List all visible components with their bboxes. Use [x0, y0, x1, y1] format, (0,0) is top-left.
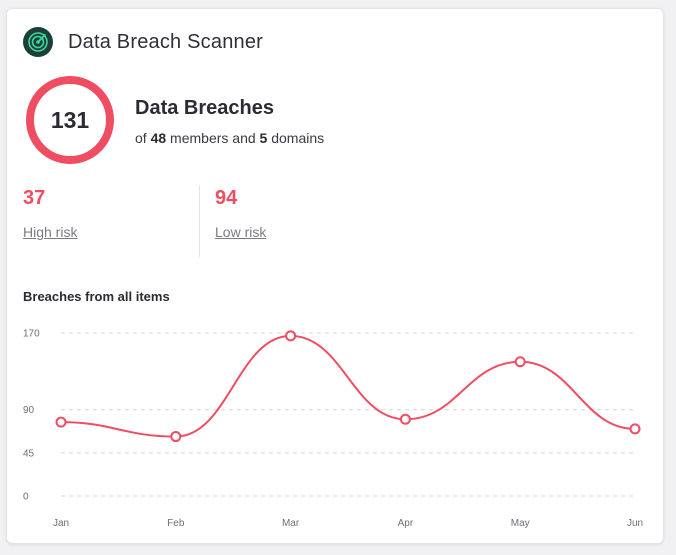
- x-tick-label: Jan: [53, 518, 69, 529]
- summary-mid: members and: [170, 130, 256, 146]
- summary-subtitle: of 48 members and 5 domains: [135, 130, 324, 146]
- x-tick-label: Jun: [627, 518, 643, 529]
- data-point-jun[interactable]: [629, 423, 641, 435]
- chart-title: Breaches from all items: [23, 289, 170, 304]
- breach-total: 131: [50, 106, 90, 133]
- x-tick-label: Mar: [282, 518, 300, 529]
- data-point-jan[interactable]: [55, 416, 67, 428]
- summary-prefix: of: [135, 130, 147, 146]
- radar-icon: [23, 27, 53, 57]
- breaches-series-line: [60, 334, 636, 438]
- high-risk-link[interactable]: High risk: [23, 224, 78, 240]
- x-tick-label: Apr: [398, 518, 414, 529]
- x-tick-label: May: [511, 518, 530, 529]
- summary-suffix: domains: [271, 130, 325, 146]
- low-risk-value: 94: [215, 187, 238, 209]
- data-point-apr[interactable]: [399, 413, 411, 425]
- y-tick-label: 90: [23, 405, 35, 416]
- y-tick-label: 0: [23, 492, 29, 503]
- low-risk-link[interactable]: Low risk: [215, 224, 267, 240]
- breach-count-ring: 131: [25, 75, 115, 165]
- data-breach-card: Data Breach Scanner 131 Data Breaches of…: [6, 8, 664, 544]
- data-point-feb[interactable]: [170, 431, 182, 443]
- members-count: 48: [150, 130, 167, 146]
- low-risk-stat: 94 Low risk: [215, 187, 266, 240]
- card-header: Data Breach Scanner: [23, 27, 263, 57]
- card-title: Data Breach Scanner: [68, 30, 264, 53]
- domains-count: 5: [259, 130, 268, 146]
- x-tick-label: Feb: [167, 518, 185, 529]
- y-tick-label: 170: [23, 329, 40, 340]
- y-tick-label: 45: [23, 448, 35, 459]
- high-risk-value: 37: [23, 187, 46, 209]
- summary-title: Data Breaches: [135, 97, 274, 119]
- high-risk-stat: 37 High risk: [23, 187, 77, 240]
- data-point-may[interactable]: [514, 356, 526, 368]
- data-point-mar[interactable]: [285, 330, 297, 342]
- stats-divider: [199, 185, 200, 257]
